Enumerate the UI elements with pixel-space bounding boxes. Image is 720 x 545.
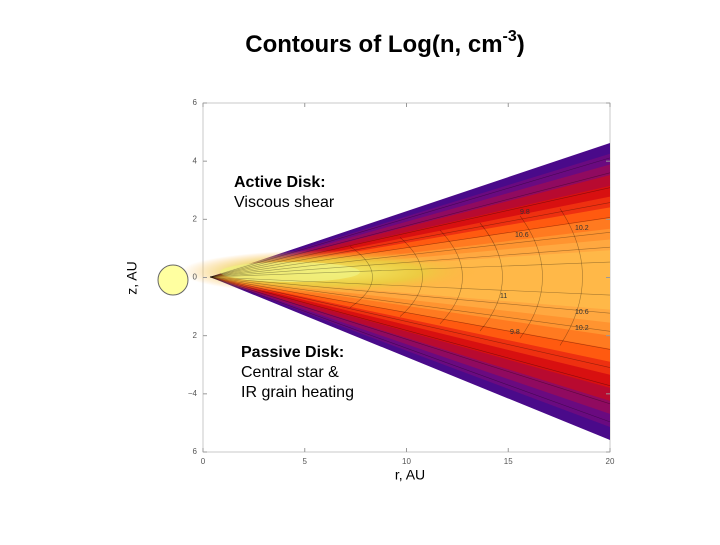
annotations: Active Disk: Viscous shear Passive Disk: Ce… bbox=[234, 174, 354, 401]
title-text: Contours of Log(n, cm bbox=[245, 31, 502, 58]
x-tick-label: 15 bbox=[504, 457, 513, 466]
x-tick-label: 0 bbox=[201, 457, 206, 466]
contour-line bbox=[209, 232, 611, 278]
contour-line bbox=[479, 222, 503, 332]
y-tick-label: −4 bbox=[188, 389, 198, 398]
contour-line bbox=[209, 276, 611, 332]
y-tick-label: 6 bbox=[193, 98, 198, 107]
annotation-title: Passive Disk: bbox=[241, 344, 344, 361]
contour-line bbox=[209, 172, 611, 278]
contour-line bbox=[519, 215, 543, 339]
contour-label: 9.8 bbox=[510, 329, 520, 336]
contour-label: 10.6 bbox=[515, 232, 529, 239]
contour-line bbox=[439, 229, 463, 325]
contour-line bbox=[209, 246, 611, 278]
disk-core bbox=[220, 262, 360, 282]
y-tick-label: 2 bbox=[193, 214, 198, 223]
contour-line bbox=[209, 202, 611, 278]
contour-label: 10.2 bbox=[575, 325, 589, 332]
contour-line bbox=[209, 276, 611, 350]
contour-label: 10.2 bbox=[575, 225, 589, 232]
y-tick-label: 2 bbox=[193, 331, 198, 340]
y-tick-label: 0 bbox=[193, 273, 198, 282]
x-axis-label: r, AU bbox=[395, 467, 425, 483]
title-sup: -3 bbox=[503, 28, 517, 45]
contour-line bbox=[209, 276, 611, 314]
contour-line bbox=[209, 217, 611, 278]
y-tick-label: 4 bbox=[193, 156, 198, 165]
contour-line bbox=[209, 187, 611, 278]
star bbox=[157, 264, 189, 296]
contour-line bbox=[209, 276, 611, 423]
y-axis-label: z, AU bbox=[124, 261, 140, 294]
contour-label: 11 bbox=[500, 293, 507, 300]
title-suffix: ) bbox=[517, 31, 525, 58]
annotation-title: Active Disk: bbox=[234, 174, 326, 191]
x-tick-label: 5 bbox=[303, 457, 308, 466]
contour-line bbox=[209, 276, 611, 405]
y-tick-label: 6 bbox=[193, 447, 198, 456]
annotation-line: IR grain heating bbox=[241, 384, 354, 401]
annotation-line: Central star & bbox=[241, 364, 339, 381]
contour-line bbox=[209, 157, 611, 278]
disk: 9.8 10.2 10.6 11 10.6 10.2 9.8 bbox=[180, 143, 611, 440]
contour-label: 9.8 bbox=[520, 209, 530, 216]
contour-label: 10.6 bbox=[575, 309, 589, 316]
contour-line bbox=[209, 276, 611, 386]
contour-line bbox=[209, 261, 611, 278]
contour-line bbox=[559, 208, 583, 346]
x-tick-label: 10 bbox=[402, 457, 411, 466]
contour-line bbox=[349, 246, 373, 308]
title: Contours of Log(n, cm-3) bbox=[245, 28, 525, 58]
annotation-line: Viscous shear bbox=[234, 194, 335, 211]
contour-line bbox=[209, 276, 611, 368]
contour-line bbox=[209, 276, 611, 296]
contour-line bbox=[399, 237, 423, 317]
x-tick-label: 20 bbox=[606, 457, 615, 466]
